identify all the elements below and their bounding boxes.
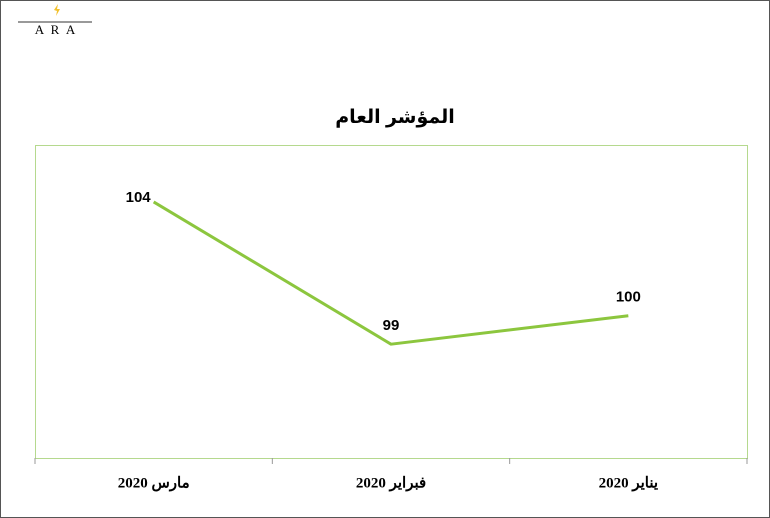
x-tick-label: فبراير 2020 — [356, 475, 426, 491]
data-label: 104 — [126, 189, 152, 206]
x-tick-label: مارس 2020 — [118, 475, 190, 491]
chart-title: المؤشر العام — [335, 107, 455, 128]
logo-text: A R A — [35, 22, 78, 37]
data-label: 99 — [383, 317, 400, 334]
data-label: 100 — [616, 289, 641, 306]
logo-flame — [54, 4, 60, 16]
plot-area — [35, 145, 748, 459]
line — [152, 200, 629, 346]
x-tick-label: يناير 2020 — [599, 475, 658, 491]
